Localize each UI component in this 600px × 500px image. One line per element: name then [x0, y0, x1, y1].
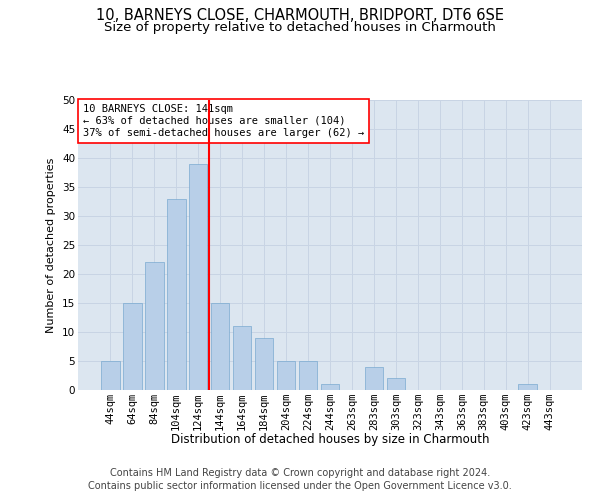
- Bar: [255, 338, 274, 390]
- Bar: [299, 361, 317, 390]
- Text: 10, BARNEYS CLOSE, CHARMOUTH, BRIDPORT, DT6 6SE: 10, BARNEYS CLOSE, CHARMOUTH, BRIDPORT, …: [96, 8, 504, 22]
- Text: Distribution of detached houses by size in Charmouth: Distribution of detached houses by size …: [171, 432, 489, 446]
- Bar: [211, 303, 229, 390]
- Bar: [277, 361, 295, 390]
- Bar: [189, 164, 208, 390]
- Bar: [365, 367, 383, 390]
- Bar: [123, 303, 142, 390]
- Bar: [167, 198, 185, 390]
- Text: 10 BARNEYS CLOSE: 141sqm
← 63% of detached houses are smaller (104)
37% of semi-: 10 BARNEYS CLOSE: 141sqm ← 63% of detach…: [83, 104, 364, 138]
- Text: Size of property relative to detached houses in Charmouth: Size of property relative to detached ho…: [104, 21, 496, 34]
- Bar: [386, 378, 405, 390]
- Text: Contains HM Land Registry data © Crown copyright and database right 2024.: Contains HM Land Registry data © Crown c…: [110, 468, 490, 477]
- Bar: [101, 361, 119, 390]
- Bar: [320, 384, 340, 390]
- Y-axis label: Number of detached properties: Number of detached properties: [46, 158, 56, 332]
- Bar: [145, 262, 164, 390]
- Bar: [518, 384, 537, 390]
- Bar: [233, 326, 251, 390]
- Text: Contains public sector information licensed under the Open Government Licence v3: Contains public sector information licen…: [88, 481, 512, 491]
